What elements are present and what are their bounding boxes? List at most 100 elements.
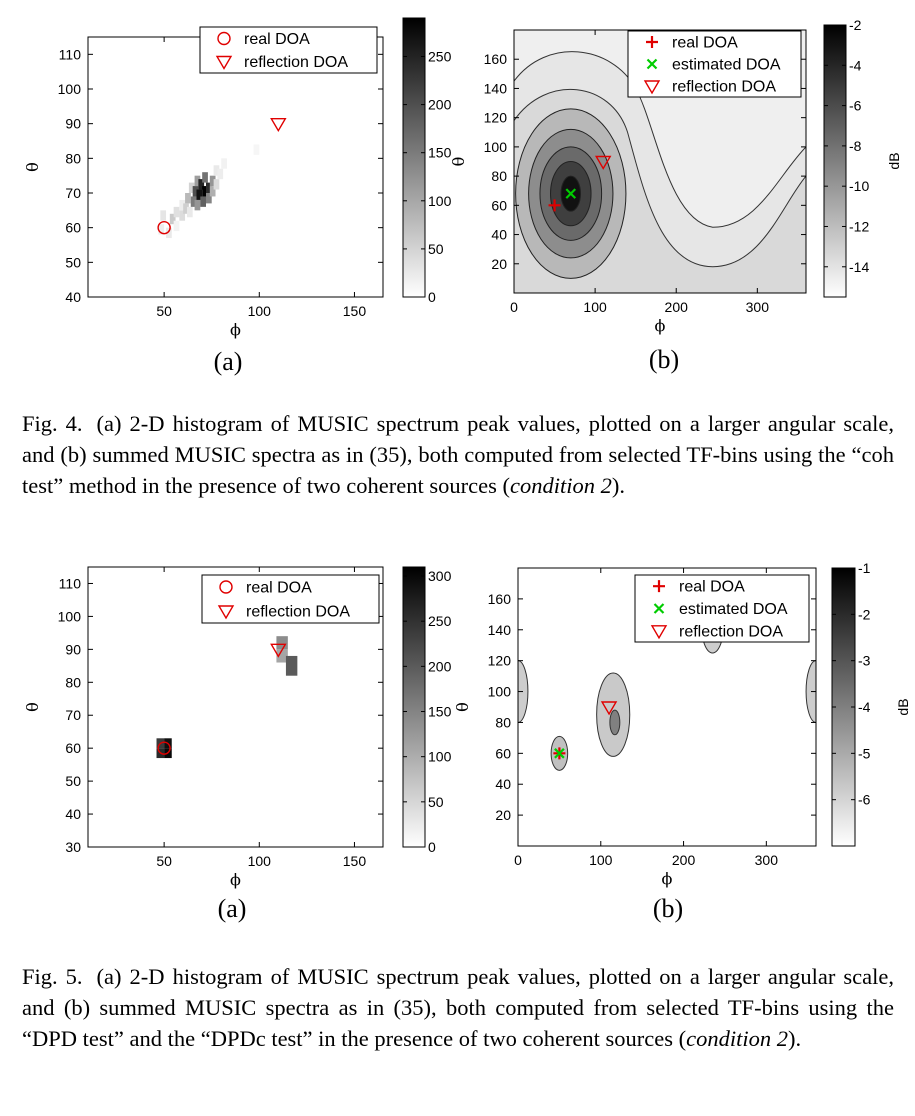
fig5-caption: Fig. 5. (a) 2-D histogram of MUSIC spectr… — [22, 961, 894, 1054]
fig4a-marker-real-doa — [157, 220, 171, 235]
fig5a-legend-label: real DOA — [246, 580, 312, 597]
fig4b-ytick-label: 100 — [484, 139, 508, 155]
fig5a-ylabel: θ — [23, 702, 42, 712]
fig4-caption-end: ). — [611, 473, 625, 498]
fig4a-cell — [190, 196, 197, 207]
fig4a-cell — [194, 199, 201, 211]
fig5b-colorbar-tick-label: -2 — [858, 606, 871, 622]
fig4b-colorbar-tick-label: -10 — [849, 178, 869, 194]
fig5b-legend-marker — [653, 603, 665, 614]
fig5b-ytick-label: 160 — [488, 591, 512, 607]
fig5a-marker-real-doa — [157, 741, 171, 755]
fig5b-ytick-label: 100 — [488, 684, 512, 700]
fig5b-colorbar-tick-label: -1 — [858, 560, 871, 576]
fig5a-colorbar-tick-label: 50 — [428, 794, 444, 810]
fig5a-background — [88, 567, 383, 847]
fig5b-ytick-label: 120 — [488, 653, 512, 669]
fig4b-level-1 — [514, 30, 806, 228]
fig5b-blob — [550, 735, 569, 771]
fig5a-cell — [285, 655, 298, 676]
fig4a-cell — [253, 144, 260, 155]
fig4b-axes-frame — [513, 29, 807, 294]
fig5a-legend-marker — [217, 605, 235, 620]
fig4a-cell — [186, 206, 193, 218]
fig5b-ytick-label: 60 — [495, 745, 511, 761]
fig4b-xlabel: ϕ — [655, 316, 666, 335]
fig4a-colorbar-tick-label: 200 — [428, 97, 452, 113]
fig4b-background — [514, 30, 806, 293]
fig5a-colorbar-tick-label: 200 — [428, 658, 452, 674]
fig5b-colorbar — [831, 567, 856, 847]
fig4a-subplot-label: (a) — [214, 347, 243, 376]
fig5b-marker-estimated-doa — [554, 748, 565, 759]
fig4b-ytick-label: 80 — [491, 168, 507, 184]
fig4a-marker-reflection-doa — [270, 117, 287, 133]
fig4b-legend-marker — [643, 80, 661, 95]
fig5a-legend — [201, 574, 380, 624]
fig4a-cell — [221, 158, 227, 169]
fig4a-cell — [183, 203, 189, 214]
fig5a-plot: 50 100 150 30 40 50 60 70 80 90 100 110 ϕ θ (a) real DO… — [23, 566, 452, 923]
fig4a-cell — [158, 224, 165, 235]
fig5a-cell — [156, 738, 165, 749]
fig5b-blob — [609, 709, 621, 736]
fig4a-cell — [206, 193, 212, 204]
fig4b-xtick-label: 100 — [583, 299, 607, 315]
fig5b-blob — [596, 672, 631, 757]
fig5a-legend-marker — [219, 580, 233, 594]
fig4a-cell — [192, 186, 199, 197]
fig4b-legend — [627, 30, 802, 98]
fig5b-ytick-label: 80 — [495, 714, 511, 730]
fig4b-ylabel: θ — [449, 157, 468, 167]
fig4a-cell — [209, 186, 216, 197]
fig4b-ytick-label: 120 — [484, 110, 508, 126]
fig5a-ytick-label: 40 — [65, 806, 81, 822]
fig5b-colorbar-label: dB — [895, 698, 911, 715]
fig4b-colorbar-tick-label: -8 — [849, 138, 862, 154]
fig5a-xlabel: ϕ — [230, 870, 241, 889]
fig5a-cell — [276, 636, 288, 650]
fig4a-xtick-label: 50 — [156, 303, 172, 319]
fig5a-cell — [164, 738, 172, 749]
fig5b-background — [518, 568, 816, 846]
fig4-caption-text: (a) 2-D histogram of MUSIC spectrum peak… — [22, 411, 895, 498]
fig4a-xtick-label: 100 — [248, 303, 272, 319]
fig5b-colorbar-tick-label: -3 — [858, 653, 871, 669]
fig5a-ytick-label: 110 — [59, 575, 82, 591]
fig5a-legend-label: reflection DOA — [246, 604, 350, 621]
fig5a-ytick-label: 70 — [65, 707, 81, 723]
fig4a-legend-label: reflection DOA — [244, 54, 348, 71]
fig4a-cell — [194, 175, 201, 187]
fig5a-colorbar-tick-label: 0 — [428, 839, 436, 855]
fig5a-ytick-label: 50 — [65, 773, 81, 789]
fig4b-plot: 0 100 200 300 20 40 60 80 100 120 140 160 ϕ θ (b) real … — [449, 17, 902, 374]
fig4b-marker-reflection-doa — [595, 155, 612, 170]
fig5a-ytick-label: 60 — [65, 740, 81, 756]
fig4b-plot-area — [514, 30, 806, 293]
fig4b-colorbar-tick-label: -4 — [849, 57, 862, 73]
fig5a-ytick-label: 30 — [65, 839, 81, 855]
fig4b-colorbar-tick-label: -6 — [849, 98, 862, 114]
fig4b-legend-label: reflection DOA — [672, 79, 776, 96]
fig4a-cell — [179, 199, 186, 211]
fig4a-background — [88, 37, 383, 297]
fig5b-legend — [634, 574, 810, 643]
fig5a-ytick-label: 90 — [65, 641, 81, 657]
fig4a-cell — [173, 220, 180, 232]
fig5-caption-condition: condition 2 — [686, 1026, 789, 1051]
fig4b-colorbar — [823, 24, 847, 298]
fig5a-axes-frame — [87, 566, 384, 848]
fig5a-cell — [276, 649, 288, 663]
fig4a-xlabel: ϕ — [230, 320, 241, 339]
fig5b-legend-label: estimated DOA — [679, 601, 788, 618]
fig4a-cell — [206, 182, 212, 193]
fig4a-cell — [198, 179, 205, 190]
fig5a-colorbar-tick-label: 150 — [428, 704, 452, 720]
fig5b-marker-real-doa — [553, 747, 566, 760]
fig5a-colorbar-tick-label: 250 — [428, 613, 452, 629]
fig4a-cell — [213, 179, 220, 190]
fig4a-colorbar-tick-label: 0 — [428, 289, 436, 305]
fig4b-xtick-label: 200 — [665, 299, 689, 315]
fig4-number: Fig. 4. — [22, 411, 83, 436]
fig4b-ytick-label: 60 — [491, 197, 507, 213]
